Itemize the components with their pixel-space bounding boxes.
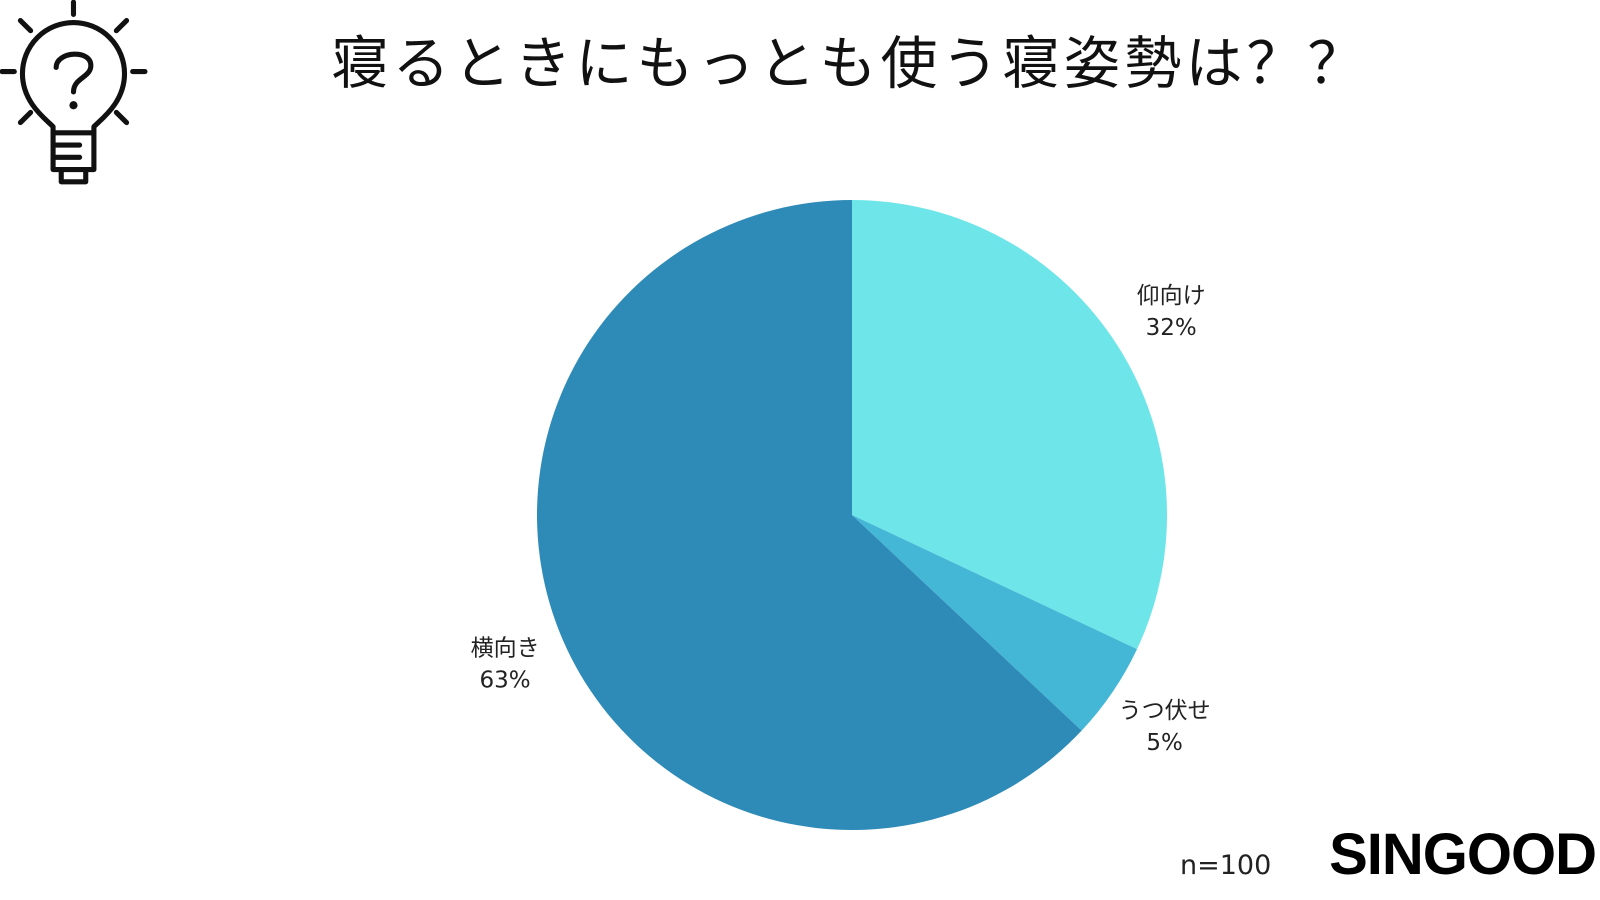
question-mark-dot	[69, 101, 78, 110]
slice-category-label: うつ伏せ	[1119, 698, 1211, 724]
slice-percent-label: 32%	[1146, 315, 1197, 341]
light-ray	[113, 109, 130, 126]
sample-size: n=100	[1180, 850, 1272, 881]
slice-percent-label: 5%	[1146, 730, 1183, 756]
light-ray	[113, 17, 130, 34]
light-ray	[17, 109, 34, 126]
pie-slice-2	[852, 515, 1138, 731]
slice-category-label: 仰向け	[1137, 283, 1206, 309]
pie-slice-3	[537, 200, 1082, 830]
pie-slice-1	[852, 200, 1167, 650]
bulb-outline	[19, 20, 128, 136]
slice-percent-label: 63%	[480, 668, 531, 694]
pie-slices	[537, 200, 1167, 830]
bulb-base	[50, 130, 97, 185]
slice-category-label: 横向き	[471, 636, 540, 662]
pie-labels: 仰向け 32% うつ伏せ 5% 横向き 63%	[471, 283, 1211, 756]
light-ray	[17, 17, 34, 34]
lightbulb-question-icon	[0, 0, 148, 185]
brand-logo: SINGOOD	[1329, 822, 1597, 887]
question-mark	[53, 51, 94, 95]
chart-title: 寝るときにもっとも使う寝姿勢は？？	[331, 31, 1369, 97]
